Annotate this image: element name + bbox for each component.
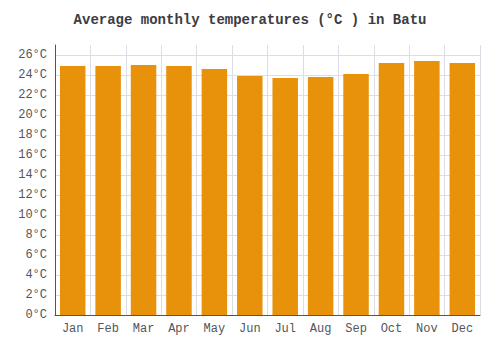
svg-text:24°C: 24°C bbox=[18, 68, 47, 82]
svg-text:Nov: Nov bbox=[416, 322, 438, 336]
svg-text:Feb: Feb bbox=[97, 322, 119, 336]
svg-text:Apr: Apr bbox=[168, 322, 190, 336]
svg-text:May: May bbox=[204, 322, 226, 336]
svg-text:Jun: Jun bbox=[239, 322, 261, 336]
svg-text:22°C: 22°C bbox=[18, 88, 47, 102]
svg-text:Average monthly temperatures (: Average monthly temperatures (°C ) in Ba… bbox=[74, 12, 427, 28]
svg-text:8°C: 8°C bbox=[25, 228, 47, 242]
svg-text:2°C: 2°C bbox=[25, 288, 47, 302]
svg-text:16°C: 16°C bbox=[18, 148, 47, 162]
svg-text:12°C: 12°C bbox=[18, 188, 47, 202]
svg-text:Jan: Jan bbox=[62, 322, 84, 336]
svg-text:Aug: Aug bbox=[310, 322, 332, 336]
svg-text:4°C: 4°C bbox=[25, 268, 47, 282]
svg-text:Dec: Dec bbox=[451, 322, 473, 336]
svg-text:0°C: 0°C bbox=[25, 308, 47, 322]
svg-text:14°C: 14°C bbox=[18, 168, 47, 182]
svg-text:18°C: 18°C bbox=[18, 128, 47, 142]
svg-text:Oct: Oct bbox=[381, 322, 403, 336]
svg-text:6°C: 6°C bbox=[25, 248, 47, 262]
svg-text:20°C: 20°C bbox=[18, 108, 47, 122]
svg-text:Sep: Sep bbox=[345, 322, 367, 336]
svg-text:Jul: Jul bbox=[274, 322, 296, 336]
svg-text:26°C: 26°C bbox=[18, 48, 47, 62]
svg-text:10°C: 10°C bbox=[18, 208, 47, 222]
svg-text:Mar: Mar bbox=[133, 322, 155, 336]
